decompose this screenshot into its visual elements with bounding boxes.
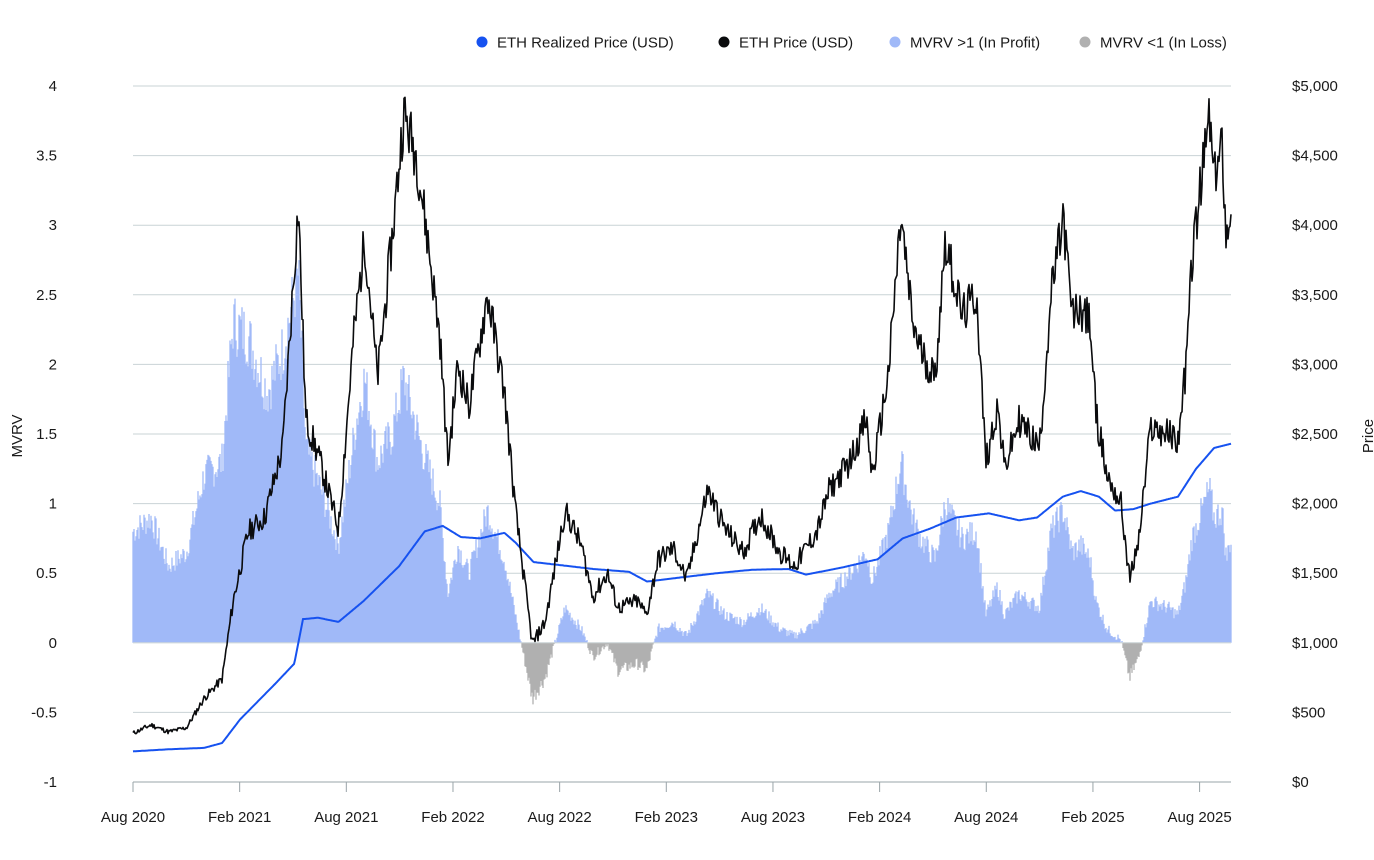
y-left-tick-label: 4 bbox=[49, 78, 57, 95]
y-left-tick-label: 0.5 bbox=[36, 565, 57, 582]
legend-label: ETH Realized Price (USD) bbox=[497, 35, 674, 52]
legend-swatch bbox=[476, 36, 488, 48]
eth-price-line bbox=[132, 96, 1232, 735]
y-left-tick-label: -0.5 bbox=[31, 704, 57, 721]
x-tick-label: Feb 2024 bbox=[848, 809, 911, 826]
y-right-tick-label: $4,000 bbox=[1292, 217, 1338, 234]
y-right-tick-label: $5,000 bbox=[1292, 78, 1338, 95]
legend-swatch bbox=[1079, 36, 1091, 48]
y-left-tick-label: 3 bbox=[49, 217, 57, 234]
y-axis-left-title: MVRV bbox=[9, 414, 26, 457]
y-left-tick-label: 2 bbox=[49, 356, 57, 373]
axes-layer: 4 $5,000 3.5 $4,500 3 $4,000 2.5 $3,500 2 $3,000 1… bbox=[31, 78, 1338, 826]
realized-price-line bbox=[132, 442, 1232, 753]
y-left-tick-label: 2.5 bbox=[36, 287, 57, 304]
x-tick-label: Feb 2023 bbox=[635, 809, 698, 826]
x-tick-label: Feb 2021 bbox=[208, 809, 271, 826]
legend-label: MVRV <1 (In Loss) bbox=[1100, 35, 1227, 52]
legend-item: MVRV >1 (In Profit) bbox=[889, 35, 1040, 52]
x-tick-label: Aug 2020 bbox=[101, 809, 165, 826]
y-axis-right-title: Price bbox=[1360, 419, 1374, 453]
x-tick-label: Feb 2025 bbox=[1061, 809, 1124, 826]
y-right-tick-label: $2,000 bbox=[1292, 496, 1338, 513]
y-right-tick-label: $500 bbox=[1292, 704, 1325, 721]
y-left-tick-label: 1.5 bbox=[36, 426, 57, 443]
y-left-tick-label: 0 bbox=[49, 635, 57, 652]
y-right-tick-label: $1,000 bbox=[1292, 635, 1338, 652]
y-left-tick-label: -1 bbox=[44, 774, 57, 791]
y-right-tick-label: $0 bbox=[1292, 774, 1309, 791]
y-right-tick-label: $2,500 bbox=[1292, 426, 1338, 443]
legend-item: MVRV <1 (In Loss) bbox=[1079, 35, 1227, 52]
x-tick-label: Aug 2024 bbox=[954, 809, 1018, 826]
mvrv-loss-area bbox=[521, 642, 1143, 705]
y-right-tick-label: $1,500 bbox=[1292, 565, 1338, 582]
y-left-tick-label: 1 bbox=[49, 496, 57, 513]
x-tick-label: Aug 2023 bbox=[741, 809, 805, 826]
y-right-tick-label: $3,000 bbox=[1292, 356, 1338, 373]
mvrv-area-layer bbox=[132, 256, 1232, 705]
legend-swatch bbox=[718, 36, 730, 48]
x-tick-label: Aug 2025 bbox=[1167, 809, 1231, 826]
x-tick-label: Feb 2022 bbox=[421, 809, 484, 826]
legend-item: ETH Realized Price (USD) bbox=[476, 35, 674, 52]
y-right-tick-label: $3,500 bbox=[1292, 287, 1338, 304]
y-left-tick-label: 3.5 bbox=[36, 148, 57, 165]
price-lines-layer bbox=[132, 96, 1232, 753]
legend-swatch bbox=[889, 36, 901, 48]
legend: ETH Realized Price (USD) ETH Price (USD) M… bbox=[476, 35, 1227, 52]
mvrv-profit-area bbox=[132, 256, 1232, 643]
legend-item: ETH Price (USD) bbox=[718, 35, 853, 52]
x-tick-label: Aug 2021 bbox=[314, 809, 378, 826]
legend-label: MVRV >1 (In Profit) bbox=[910, 35, 1040, 52]
y-right-tick-label: $4,500 bbox=[1292, 148, 1338, 165]
legend-label: ETH Price (USD) bbox=[739, 35, 853, 52]
x-tick-label: Aug 2022 bbox=[528, 809, 592, 826]
